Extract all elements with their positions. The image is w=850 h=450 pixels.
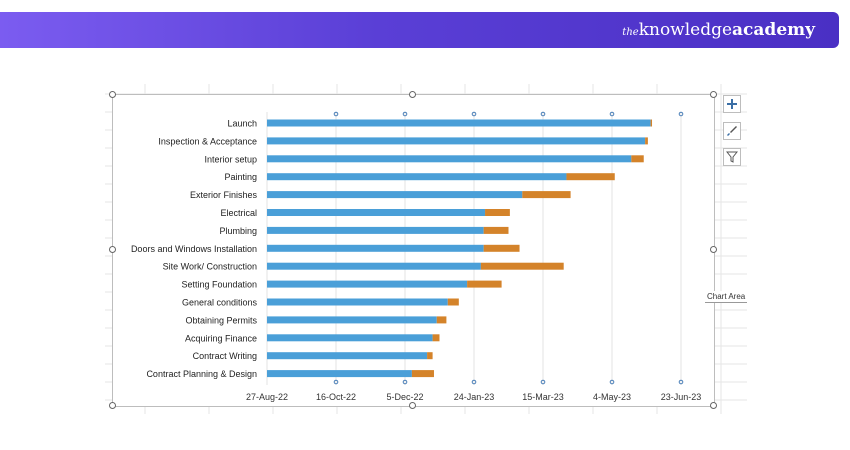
x-tick-label: 4-May-23 [593,392,631,402]
x-tick-label: 23-Jun-23 [661,392,702,402]
resize-handle-bottom-mid[interactable] [409,402,416,409]
bar-duration-segment [436,316,447,324]
bar-start-segment [267,298,448,306]
bars [267,119,653,378]
brand-bold: academy [732,20,815,40]
bar-start-segment [267,352,428,360]
axis-marker [540,111,546,117]
bar-start-segment [267,173,567,181]
bar-duration-segment [522,191,571,199]
axis-marker [678,379,684,385]
category-label: Doors and Windows Installation [131,244,257,254]
axis-marker [402,111,408,117]
header-banner: theknowledgeacademy [0,12,839,48]
bar-start-segment [267,137,646,145]
bar-duration-segment [427,352,433,360]
chart-styles-button[interactable] [723,122,741,140]
bar-start-segment [267,226,484,234]
brand-logo: theknowledgeacademy [622,20,815,43]
x-tick-label: 15-Mar-23 [522,392,564,402]
error-markers [333,111,684,385]
category-label: Contract Planning & Design [146,369,257,379]
axis-marker [402,379,408,385]
bar-start-segment [267,191,523,199]
x-tick-label: 24-Jan-23 [454,392,495,402]
category-label: Painting [224,172,257,182]
resize-handle-top-mid[interactable] [409,91,416,98]
bar-duration-segment [480,262,564,270]
bar-start-segment [267,262,481,270]
axis-marker [333,379,339,385]
bar-start-segment [267,244,484,252]
chart-area-tooltip: Chart Area [705,291,748,303]
bar-start-segment [267,209,486,216]
axis-marker [471,379,477,385]
x-tick-label: 16-Oct-22 [316,392,356,402]
filter-icon [725,151,739,163]
bar-duration-segment [485,209,510,216]
brand-prefix: the [622,27,639,38]
axis-marker [333,111,339,117]
bar-start-segment [267,334,433,342]
bar-start-segment [267,119,651,127]
category-label: General conditions [182,298,258,308]
category-label: Obtaining Permits [185,315,257,325]
category-label: Setting Foundation [181,280,257,290]
bar-duration-segment [411,370,434,378]
resize-handle-top-left[interactable] [109,91,116,98]
axis-marker [609,379,615,385]
category-label: Acquiring Finance [185,333,257,343]
bar-duration-segment [631,155,644,163]
brand-mid: knowledge [638,20,733,40]
bar-duration-segment [432,334,440,342]
bar-duration-segment [645,137,648,145]
category-label: Contract Writing [193,351,257,361]
category-label: Launch [227,119,257,129]
bar-duration-segment [467,280,502,288]
resize-handle-bottom-left[interactable] [109,402,116,409]
category-label: Plumbing [219,226,257,236]
bar-duration-segment [483,226,509,234]
bar-duration-segment [650,119,653,127]
chart-filters-button[interactable] [723,148,741,166]
axis-marker [471,111,477,117]
x-tick-label: 27-Aug-22 [246,392,288,402]
axis-marker [678,111,684,117]
axis-marker [540,379,546,385]
category-label: Interior setup [204,154,257,164]
axis-marker [609,111,615,117]
resize-handle-mid-left[interactable] [109,246,116,253]
resize-handle-mid-right[interactable] [710,246,717,253]
category-label: Inspection & Acceptance [158,136,257,146]
category-labels: Launch Inspection & Acceptance Interior se… [131,119,258,380]
bar-start-segment [267,370,412,378]
bar-start-segment [267,280,468,288]
chart-elements-button[interactable] [723,95,741,113]
brush-icon [727,126,737,136]
category-label: Electrical [220,208,257,218]
plus-icon [727,99,737,109]
bar-start-segment [267,155,632,163]
bar-start-segment [267,316,437,324]
bar-duration-segment [447,298,459,306]
bar-duration-segment [566,173,615,181]
category-label: Exterior Finishes [190,190,258,200]
x-tick-label: 5-Dec-22 [386,392,423,402]
x-tick-labels: 27-Aug-22 16-Oct-22 5-Dec-22 24-Jan-23 15-Ma… [246,392,701,402]
bar-duration-segment [483,244,520,252]
resize-handle-bottom-right[interactable] [710,402,717,409]
resize-handle-top-right[interactable] [710,91,717,98]
category-label: Site Work/ Construction [163,262,257,272]
